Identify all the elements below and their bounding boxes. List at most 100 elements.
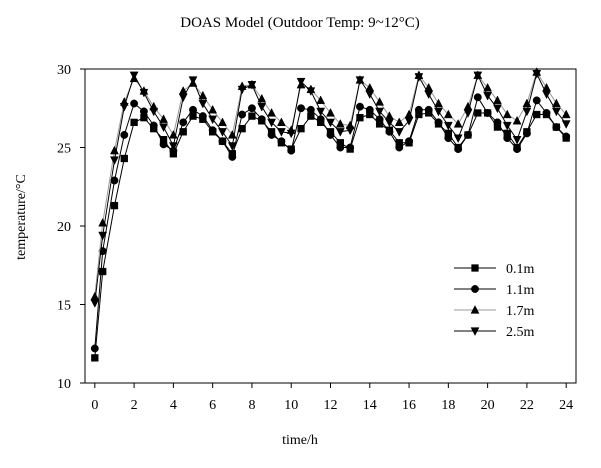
data-point — [297, 125, 305, 133]
data-point — [208, 126, 217, 135]
data-point — [257, 115, 266, 124]
data-point — [248, 112, 256, 120]
data-point — [129, 71, 139, 81]
data-point — [326, 118, 335, 128]
data-point — [287, 146, 296, 155]
data-point — [414, 73, 424, 82]
data-point — [149, 121, 158, 130]
data-point — [110, 176, 119, 185]
data-point — [237, 85, 247, 95]
data-point — [257, 103, 267, 112]
data-point — [335, 128, 345, 137]
data-point — [90, 344, 99, 353]
data-point — [385, 118, 394, 128]
data-point — [208, 115, 218, 125]
data-point — [561, 120, 571, 129]
data-point — [493, 118, 502, 127]
y-axis-label: temperature/°C — [14, 174, 29, 260]
data-point — [375, 97, 385, 106]
data-point — [120, 154, 128, 163]
legend: 0.1m 1.1m 1.7m 2.5m — [454, 262, 535, 340]
data-point — [130, 118, 138, 127]
x-tick-label: 12 — [324, 398, 338, 413]
data-point — [356, 114, 364, 122]
x-tick-label: 10 — [284, 398, 298, 413]
data-point — [238, 110, 247, 119]
data-point — [394, 117, 404, 127]
data-point — [316, 107, 326, 117]
x-tick-label: 4 — [170, 398, 177, 413]
data-point — [395, 143, 404, 152]
data-point — [159, 123, 168, 133]
data-point — [296, 77, 306, 87]
series-1.1m — [90, 93, 571, 353]
data-point — [286, 129, 296, 139]
data-point — [120, 130, 129, 139]
data-point — [464, 130, 472, 139]
data-point — [502, 121, 512, 131]
data-point — [533, 110, 541, 119]
data-point — [414, 105, 423, 114]
data-point — [149, 107, 159, 117]
data-point — [218, 128, 227, 137]
series-line — [94, 112, 567, 358]
data-point — [316, 95, 326, 105]
data-point — [404, 117, 414, 126]
data-point — [424, 105, 433, 114]
y-tick-label: 15 — [57, 299, 71, 314]
data-point — [434, 98, 443, 108]
data-point — [179, 118, 188, 127]
data-point — [110, 156, 119, 166]
data-point — [454, 145, 463, 154]
data-point — [404, 109, 414, 119]
data-point — [551, 98, 561, 108]
legend-label: 2.5m — [506, 325, 535, 340]
x-tick-label: 24 — [559, 398, 573, 413]
legend-marker — [471, 285, 479, 293]
data-point — [365, 90, 375, 100]
data-point — [335, 119, 345, 128]
data-point — [326, 130, 335, 139]
data-point — [189, 105, 197, 114]
data-point — [473, 93, 482, 102]
data-point — [99, 267, 107, 276]
data-point — [139, 88, 149, 98]
data-point — [110, 201, 119, 210]
data-point — [228, 152, 237, 161]
x-tick-label: 8 — [248, 398, 255, 413]
data-point — [267, 108, 276, 117]
data-point — [159, 140, 168, 149]
data-point — [306, 105, 315, 114]
data-point — [483, 109, 492, 117]
data-point — [424, 90, 434, 100]
data-point — [247, 104, 256, 113]
y-tick-label: 10 — [57, 377, 71, 392]
data-point — [522, 129, 531, 138]
data-point — [316, 115, 325, 124]
data-point — [326, 108, 335, 117]
data-point — [453, 119, 463, 128]
data-point — [267, 130, 276, 139]
data-point — [98, 231, 108, 241]
x-tick-label: 20 — [481, 398, 495, 413]
data-point — [394, 128, 404, 137]
y-tick-label: 25 — [57, 142, 71, 157]
data-point — [493, 104, 502, 114]
data-point — [356, 102, 364, 111]
data-point — [434, 107, 443, 117]
data-point — [198, 99, 208, 109]
x-tick-label: 2 — [131, 398, 138, 413]
data-point — [297, 104, 305, 113]
data-point — [513, 145, 522, 154]
data-point — [119, 103, 129, 112]
data-point — [542, 109, 551, 117]
data-point — [345, 126, 355, 136]
data-point — [91, 354, 99, 362]
data-point — [247, 81, 257, 90]
data-point — [561, 109, 571, 119]
x-tick-label: 14 — [363, 398, 377, 413]
data-point — [90, 299, 100, 308]
data-point — [503, 134, 512, 143]
y-tick-label: 20 — [57, 220, 71, 235]
